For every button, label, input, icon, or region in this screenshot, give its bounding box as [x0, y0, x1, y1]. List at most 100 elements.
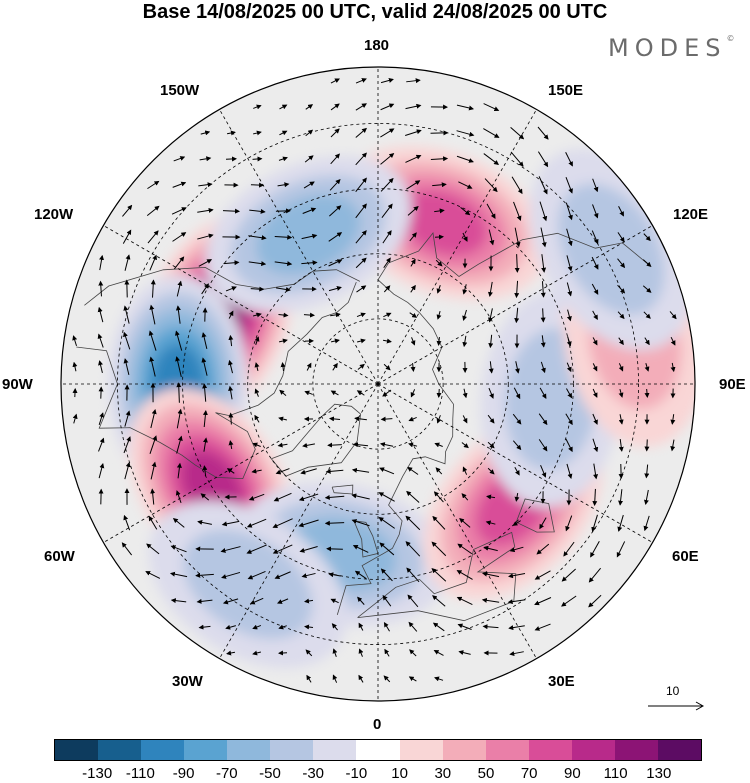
wind-arrow — [228, 412, 234, 425]
wind-arrow — [618, 489, 624, 506]
wind-arrow — [540, 227, 547, 248]
wind-arrow — [561, 568, 576, 582]
wind-arrow — [382, 230, 392, 244]
wind-arrow — [176, 408, 183, 429]
wind-arrow — [355, 257, 367, 269]
coastline — [84, 266, 361, 306]
wind-arrow — [72, 361, 78, 372]
wind-arrow — [566, 255, 573, 272]
coastline — [515, 498, 555, 533]
wind-arrow — [298, 493, 319, 502]
wind-arrow — [534, 570, 551, 580]
wind-arrow — [279, 130, 288, 136]
wind-arrow — [409, 649, 417, 657]
wind-arrow — [357, 363, 365, 370]
meridian — [377, 225, 653, 385]
wind-arrow — [223, 260, 240, 266]
wind-arrow — [278, 338, 288, 344]
wind-arrow — [273, 492, 292, 502]
wind-arrow — [124, 461, 131, 480]
wind-arrow — [358, 648, 364, 657]
wind-arrow — [406, 78, 421, 84]
colorbar-tick-label: -10 — [345, 765, 368, 782]
wind-arrow — [355, 78, 367, 84]
wind-arrow — [246, 544, 267, 554]
wind-arrow — [618, 439, 624, 452]
wind-arrow — [539, 387, 547, 399]
wind-arrow — [618, 205, 624, 217]
colorbar-tick-label: 90 — [564, 765, 581, 782]
wind-arrow — [617, 258, 626, 269]
lon-label-150e: 150E — [548, 82, 584, 99]
wind-arrow — [592, 438, 599, 453]
wind-arrow — [72, 335, 78, 347]
wind-arrow — [514, 492, 520, 502]
wind-arrow — [384, 648, 390, 657]
wind-arrow — [248, 493, 265, 501]
wind-arrow — [172, 518, 185, 528]
colorbar-swatch — [141, 740, 185, 760]
wind-arrow — [643, 489, 649, 505]
wind-arrow — [431, 568, 447, 582]
wind-arrow — [298, 519, 319, 528]
wind-arrow — [457, 623, 472, 630]
wind-arrow — [272, 544, 293, 554]
colorbar-swatch — [485, 740, 529, 760]
wind-arrow — [591, 283, 599, 295]
wind-arrow — [277, 598, 289, 604]
wind-arrow — [538, 176, 548, 195]
colorbar-tick-label: 50 — [477, 765, 495, 782]
wind-arrow — [326, 546, 343, 552]
wind-arrow — [97, 333, 104, 348]
wind-arrow — [643, 233, 651, 242]
wind-arrow — [670, 336, 676, 346]
reference-vector: 10 — [646, 684, 706, 714]
meridian — [377, 109, 537, 385]
wind-arrow — [124, 410, 131, 427]
wind-arrow — [462, 388, 468, 399]
wind-arrow — [487, 467, 495, 475]
anomaly-contour — [557, 183, 665, 316]
wind-arrow — [98, 280, 104, 297]
lon-label-60w: 60W — [44, 548, 75, 565]
wind-arrow — [146, 205, 160, 217]
wind-arrow — [540, 335, 546, 348]
wind-arrow — [383, 257, 391, 269]
lon-label-30w: 30W — [172, 673, 203, 690]
wind-arrow — [332, 362, 338, 371]
wind-arrow — [254, 362, 260, 372]
wind-arrow — [220, 546, 241, 553]
wind-arrow — [147, 180, 160, 190]
wind-arrow — [591, 256, 599, 270]
wind-arrow — [565, 413, 573, 426]
colorbar-swatch — [184, 740, 228, 760]
wind-arrow — [328, 259, 343, 267]
wind-arrow — [483, 103, 500, 111]
wind-arrow — [644, 439, 650, 452]
wind-arrow — [432, 595, 446, 607]
wind-arrow — [617, 284, 626, 294]
wind-arrow — [332, 674, 338, 683]
wind-arrow — [482, 571, 500, 578]
wind-arrow — [305, 649, 313, 657]
wind-arrow — [272, 518, 293, 528]
wind-arrow — [149, 435, 158, 454]
lon-label-150w: 150W — [160, 82, 200, 99]
wind-arrow — [487, 414, 495, 424]
colorbar-swatch — [356, 740, 400, 760]
wind-arrow — [301, 260, 318, 266]
wind-arrow — [228, 359, 234, 374]
wind-arrow — [147, 230, 159, 244]
wind-arrow — [278, 624, 287, 630]
wind-arrow — [305, 129, 314, 137]
wind-arrow — [565, 202, 573, 221]
wind-arrow — [383, 621, 390, 632]
wind-arrow — [488, 281, 493, 298]
wind-arrow — [200, 493, 210, 501]
wind-arrow — [198, 259, 213, 267]
wind-arrow — [123, 331, 131, 350]
wind-arrow — [149, 356, 156, 377]
wind-arrow — [277, 442, 288, 448]
colorbar-swatch — [528, 740, 572, 760]
wind-arrow — [617, 311, 625, 320]
